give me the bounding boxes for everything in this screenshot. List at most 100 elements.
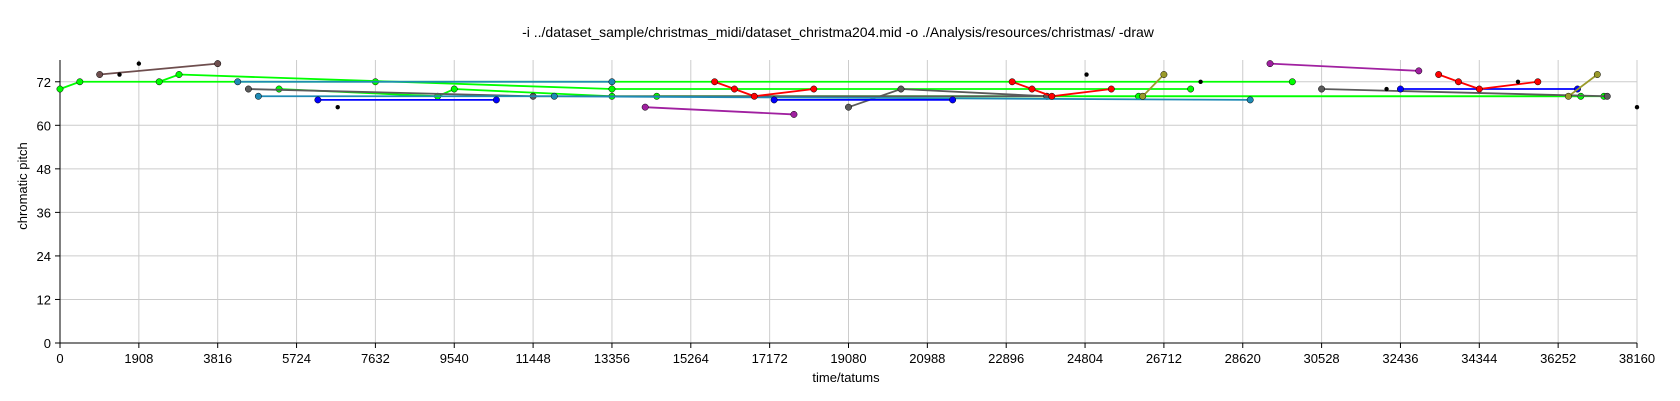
x-tick-label: 9540 bbox=[440, 351, 469, 366]
x-tick-label: 3816 bbox=[203, 351, 232, 366]
x-tick-label: 30528 bbox=[1304, 351, 1340, 366]
x-tick-label: 28620 bbox=[1225, 351, 1261, 366]
data-point bbox=[136, 61, 142, 66]
x-tick-label: 34344 bbox=[1461, 351, 1497, 366]
x-tick-label: 11448 bbox=[516, 351, 551, 366]
data-point bbox=[1160, 71, 1168, 78]
x-tick-label: 13356 bbox=[594, 351, 630, 366]
data-point bbox=[1603, 92, 1611, 100]
data-point bbox=[314, 96, 322, 104]
series-line bbox=[1438, 73, 1538, 90]
data-point bbox=[1266, 60, 1274, 68]
x-tick-label: 32436 bbox=[1382, 351, 1418, 366]
data-point bbox=[1139, 92, 1147, 100]
series bbox=[314, 96, 500, 104]
data-point bbox=[1084, 72, 1089, 77]
data-point bbox=[1008, 78, 1016, 86]
x-axis-label: time/tatums bbox=[812, 370, 880, 385]
y-tick-label: 12 bbox=[37, 292, 51, 307]
data-point bbox=[608, 78, 616, 86]
data-point bbox=[1048, 92, 1056, 100]
data-point bbox=[254, 92, 262, 100]
x-tick-label: 15264 bbox=[673, 351, 709, 366]
x-tick-label: 36252 bbox=[1540, 351, 1576, 366]
y-tick-label: 48 bbox=[37, 162, 51, 177]
series-line bbox=[1011, 80, 1112, 98]
series bbox=[1266, 60, 1423, 75]
x-tick-label: 26712 bbox=[1146, 351, 1182, 366]
data-point bbox=[790, 110, 798, 118]
series bbox=[711, 78, 818, 100]
data-point bbox=[730, 85, 738, 93]
data-point bbox=[1246, 96, 1254, 104]
series-line bbox=[1321, 88, 1608, 98]
x-tick-label: 19080 bbox=[830, 351, 866, 366]
data-point bbox=[1397, 85, 1404, 93]
x-tick-label: 17172 bbox=[752, 351, 788, 366]
data-point bbox=[76, 78, 84, 86]
data-point bbox=[641, 103, 649, 111]
series-line bbox=[1567, 73, 1598, 98]
series-line bbox=[1142, 73, 1165, 97]
data-point bbox=[234, 78, 242, 86]
chart-title: -i ../dataset_sample/christmas_midi/data… bbox=[522, 24, 1155, 40]
data-point bbox=[1318, 85, 1326, 93]
x-tick-label: 22896 bbox=[988, 351, 1024, 366]
data-point bbox=[214, 60, 222, 68]
data-point bbox=[845, 103, 852, 111]
data-point bbox=[608, 85, 616, 93]
data-point bbox=[1564, 92, 1572, 100]
data-point bbox=[155, 78, 163, 86]
y-tick-label: 72 bbox=[37, 75, 51, 90]
series bbox=[641, 103, 798, 118]
data-point bbox=[1187, 85, 1195, 93]
grid bbox=[59, 60, 1638, 344]
data-point bbox=[450, 85, 458, 93]
series bbox=[1564, 71, 1601, 100]
x-tick-label: 0 bbox=[56, 351, 63, 366]
data-point bbox=[1634, 104, 1640, 110]
data-point bbox=[335, 104, 340, 110]
data-point bbox=[1288, 78, 1296, 86]
y-tick-label: 24 bbox=[37, 249, 51, 264]
data-point bbox=[1107, 85, 1115, 93]
y-axis-label: chromatic pitch bbox=[15, 142, 30, 229]
data-point bbox=[1415, 67, 1423, 75]
series bbox=[1435, 71, 1542, 93]
series bbox=[1318, 85, 1611, 100]
data-point bbox=[56, 85, 64, 93]
x-tick-label: 38160 bbox=[1619, 351, 1655, 366]
data-point bbox=[1198, 79, 1203, 84]
data-point bbox=[1455, 78, 1462, 86]
data-point bbox=[96, 71, 104, 78]
y-tick-label: 60 bbox=[37, 118, 51, 133]
data-point bbox=[1593, 71, 1601, 78]
axes: 0 1908 3816 5724 7632 9540 11448 13356 15264 1717… bbox=[37, 60, 1655, 366]
x-tick-label: 5724 bbox=[282, 351, 311, 366]
data-point bbox=[1384, 86, 1389, 92]
series bbox=[770, 96, 957, 104]
series bbox=[254, 92, 1254, 104]
data-series bbox=[56, 60, 1640, 118]
x-tick-label: 20988 bbox=[909, 351, 945, 366]
data-point bbox=[897, 85, 905, 93]
x-tick-label: 7632 bbox=[361, 351, 390, 366]
data-point bbox=[750, 92, 758, 100]
data-point bbox=[1534, 78, 1542, 86]
data-point bbox=[1515, 79, 1521, 84]
data-point bbox=[770, 96, 778, 104]
series-line bbox=[1269, 62, 1419, 72]
series bbox=[1008, 78, 1115, 100]
data-point bbox=[244, 85, 252, 93]
series bbox=[1139, 71, 1168, 100]
y-tick-label: 36 bbox=[37, 205, 51, 220]
data-point bbox=[810, 85, 818, 93]
data-point bbox=[1028, 85, 1036, 93]
data-point bbox=[117, 72, 122, 77]
x-tick-label: 24804 bbox=[1067, 351, 1103, 366]
series-line bbox=[714, 80, 814, 98]
x-tick-label: 1908 bbox=[124, 351, 153, 366]
series-line bbox=[645, 106, 794, 116]
